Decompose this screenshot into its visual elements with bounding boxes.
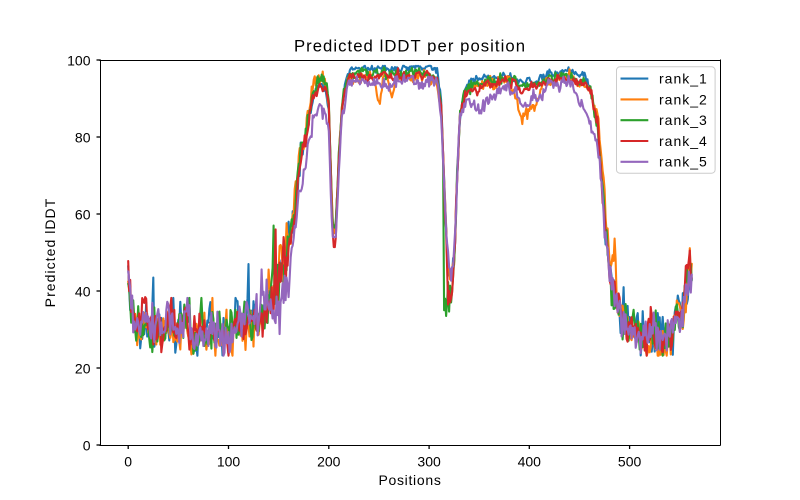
svg-text:rank_3: rank_3 — [659, 112, 708, 128]
svg-text:rank_4: rank_4 — [659, 133, 708, 149]
svg-text:60: 60 — [75, 206, 91, 222]
svg-text:0: 0 — [124, 454, 132, 470]
svg-text:rank_2: rank_2 — [659, 91, 708, 107]
svg-text:20: 20 — [75, 360, 91, 376]
svg-text:400: 400 — [518, 454, 542, 470]
svg-text:100: 100 — [67, 52, 91, 68]
svg-text:80: 80 — [75, 129, 91, 145]
svg-text:300: 300 — [417, 454, 441, 470]
svg-text:rank_1: rank_1 — [659, 71, 708, 87]
svg-text:500: 500 — [618, 454, 642, 470]
svg-text:Positions: Positions — [378, 472, 441, 488]
svg-text:100: 100 — [217, 454, 241, 470]
svg-text:40: 40 — [75, 283, 91, 299]
svg-text:Predicted lDDT: Predicted lDDT — [42, 198, 58, 308]
svg-text:200: 200 — [317, 454, 341, 470]
svg-text:0: 0 — [83, 437, 91, 453]
svg-text:Predicted lDDT per position: Predicted lDDT per position — [294, 36, 526, 55]
svg-text:rank_5: rank_5 — [659, 154, 708, 170]
